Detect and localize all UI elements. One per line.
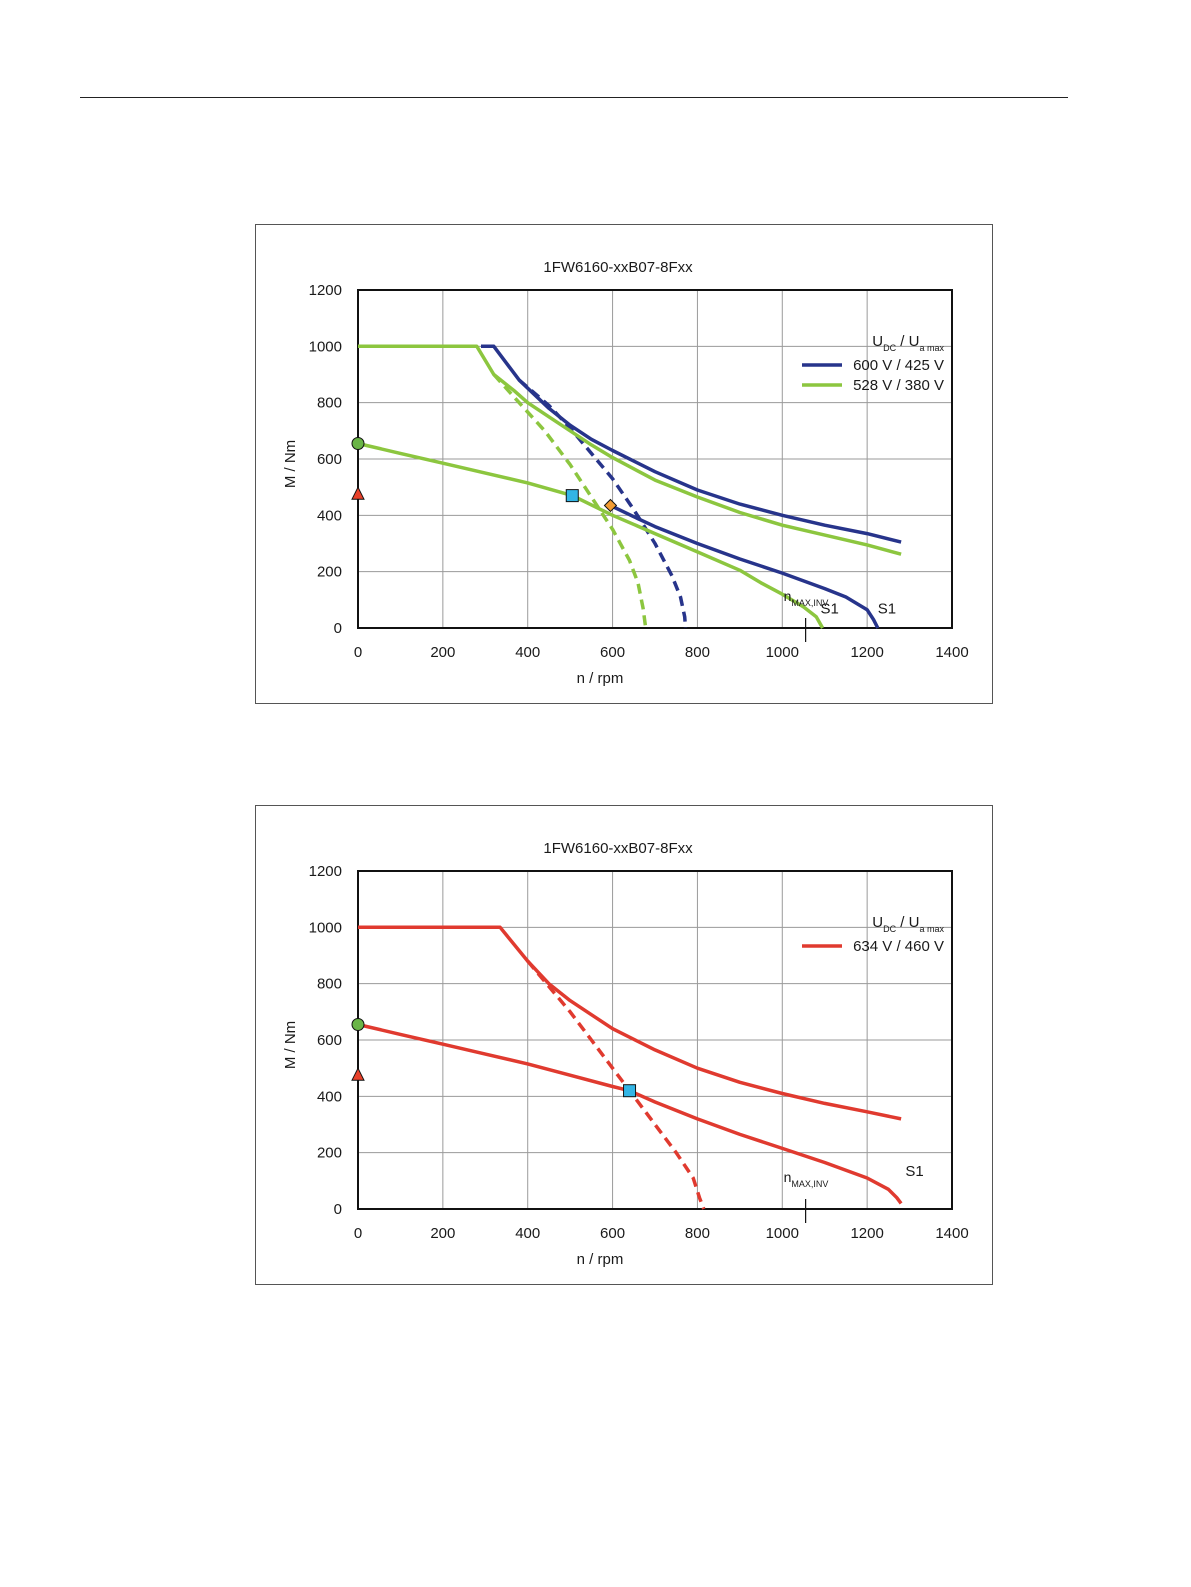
series-line-dashed — [492, 373, 648, 629]
nmax-label: nMAX,INV — [784, 1169, 829, 1189]
marker-diamond — [603, 498, 618, 513]
x-tick-label: 400 — [515, 644, 540, 661]
y-tick-label: 600 — [317, 1032, 342, 1049]
s1-label: S1 — [878, 601, 896, 618]
y-tick-label: 200 — [317, 1145, 342, 1162]
y-tick-label: 200 — [317, 564, 342, 581]
y-tick-label: 800 — [317, 395, 342, 412]
nmax-subscript: MAX,INV — [791, 1179, 828, 1189]
x-tick-label: 1000 — [766, 644, 799, 661]
legend-label: 528 V / 380 V — [853, 377, 944, 394]
marker-circle — [351, 437, 365, 451]
nmax-subscript: MAX,INV — [791, 598, 828, 608]
x-tick-label: 800 — [685, 1225, 710, 1242]
legend-title-part: U — [909, 333, 920, 350]
y-tick-label: 400 — [317, 1088, 342, 1105]
series-line-dashed — [526, 959, 706, 1210]
y-tick-label: 600 — [317, 451, 342, 468]
y-tick-label: 400 — [317, 507, 342, 524]
legend-title-part: a max — [919, 343, 944, 353]
legend-title-part: / — [896, 914, 909, 931]
marker-triangle — [351, 486, 365, 500]
y-tick-label: 1000 — [309, 919, 342, 936]
x-axis-label: n / rpm — [577, 1251, 624, 1268]
torque-speed-chart-2: 1FW6160-xxB07-8Fxx 0 200 400 600 800 1000 1200 1… — [282, 840, 969, 1268]
x-tick-label: 1400 — [935, 1225, 968, 1242]
series-line — [481, 344, 902, 544]
header-rule — [80, 97, 1068, 98]
torque-speed-chart-1: 1FW6160-xxB07-8Fxx 0 200 400 600 800 1000 1200 1… — [282, 259, 969, 687]
legend-title-part: / — [896, 333, 909, 350]
legend-title-part: U — [872, 914, 883, 931]
x-tick-label: 400 — [515, 1225, 540, 1242]
x-tick-label: 1200 — [850, 1225, 883, 1242]
marker-square — [565, 489, 579, 503]
s1-label: S1 — [905, 1163, 923, 1180]
y-tick-label: 0 — [334, 620, 342, 637]
chart-title: 1FW6160-xxB07-8Fxx — [543, 259, 693, 276]
legend-title-part: U — [872, 333, 883, 350]
series-line — [609, 503, 880, 629]
x-tick-label: 600 — [600, 644, 625, 661]
marker-circle — [351, 1018, 365, 1032]
legend-title-part: U — [909, 914, 920, 931]
legend-title-part: DC — [883, 924, 896, 934]
legend-title-part: a max — [919, 924, 944, 934]
x-tick-label: 1000 — [766, 1225, 799, 1242]
plot-area-border — [357, 870, 953, 1210]
marker-triangle — [351, 1067, 365, 1081]
series-line — [357, 441, 825, 629]
legend-title: UDC / Ua max — [872, 333, 944, 353]
series-line-dashed — [518, 378, 688, 629]
y-axis-label: M / Nm — [282, 440, 299, 488]
x-tick-label: 200 — [430, 1225, 455, 1242]
y-axis-label: M / Nm — [282, 1021, 299, 1069]
chart-panel-2: 1FW6160-xxB07-8Fxx 0 200 400 600 800 1000 1200 1… — [255, 805, 993, 1285]
x-tick-label: 800 — [685, 644, 710, 661]
x-axis-label: n / rpm — [577, 670, 624, 687]
legend-label: 634 V / 460 V — [853, 938, 944, 955]
y-tick-label: 0 — [334, 1201, 342, 1218]
chart-title: 1FW6160-xxB07-8Fxx — [543, 840, 693, 857]
y-tick-label: 1200 — [309, 863, 342, 880]
s1-label: S1 — [820, 601, 838, 618]
marker-square — [623, 1084, 637, 1098]
plot-area-border — [357, 289, 953, 629]
legend-title: UDC / Ua max — [872, 914, 944, 934]
y-tick-label: 1000 — [309, 338, 342, 355]
legend-label: 600 V / 425 V — [853, 357, 944, 374]
y-tick-label: 800 — [317, 976, 342, 993]
x-tick-label: 200 — [430, 644, 455, 661]
x-tick-label: 1200 — [850, 644, 883, 661]
x-tick-label: 1400 — [935, 644, 968, 661]
x-tick-label: 0 — [354, 1225, 362, 1242]
series-line — [357, 1022, 903, 1205]
series-line — [358, 344, 902, 556]
y-tick-label: 1200 — [309, 282, 342, 299]
chart-panel-1: 1FW6160-xxB07-8Fxx 0 200 400 600 800 1000 1200 1… — [255, 224, 993, 704]
x-tick-label: 0 — [354, 644, 362, 661]
legend-title-part: DC — [883, 343, 896, 353]
x-tick-label: 600 — [600, 1225, 625, 1242]
